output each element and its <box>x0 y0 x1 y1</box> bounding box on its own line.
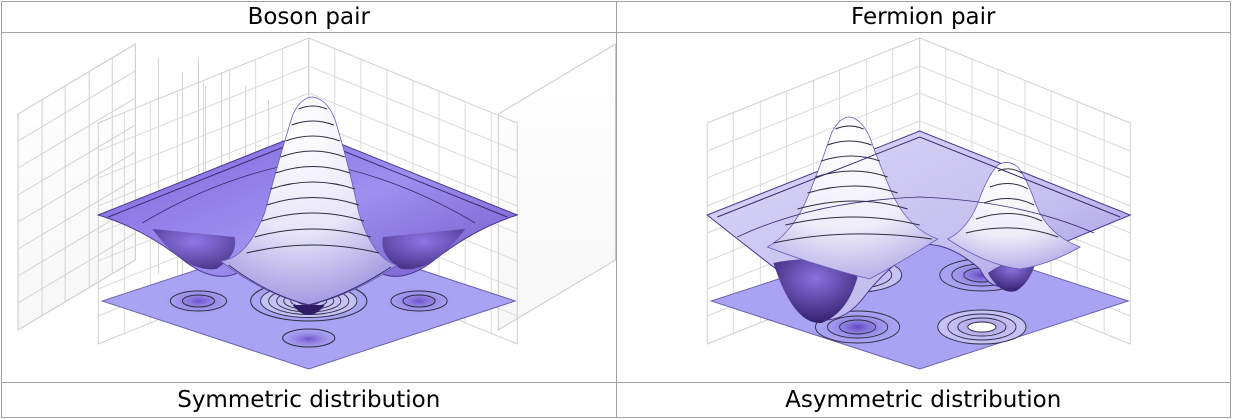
plot-row <box>1 32 1231 383</box>
boson-probability-surface-icon <box>17 37 616 370</box>
caption-asymmetric-distribution: Asymmetric distribution <box>615 382 1231 418</box>
boson-plot-cell <box>1 32 617 383</box>
fermion-probability-surface-icon <box>705 37 1132 370</box>
header-boson-pair: Boson pair <box>1 1 617 33</box>
header-row: Boson pair Fermion pair <box>1 1 1231 33</box>
fermion-plot-cell <box>615 32 1231 383</box>
header-fermion-pair: Fermion pair <box>615 1 1231 33</box>
caption-symmetric-distribution: Symmetric distribution <box>1 382 617 418</box>
caption-row: Symmetric distribution Asymmetric distri… <box>1 382 1231 418</box>
